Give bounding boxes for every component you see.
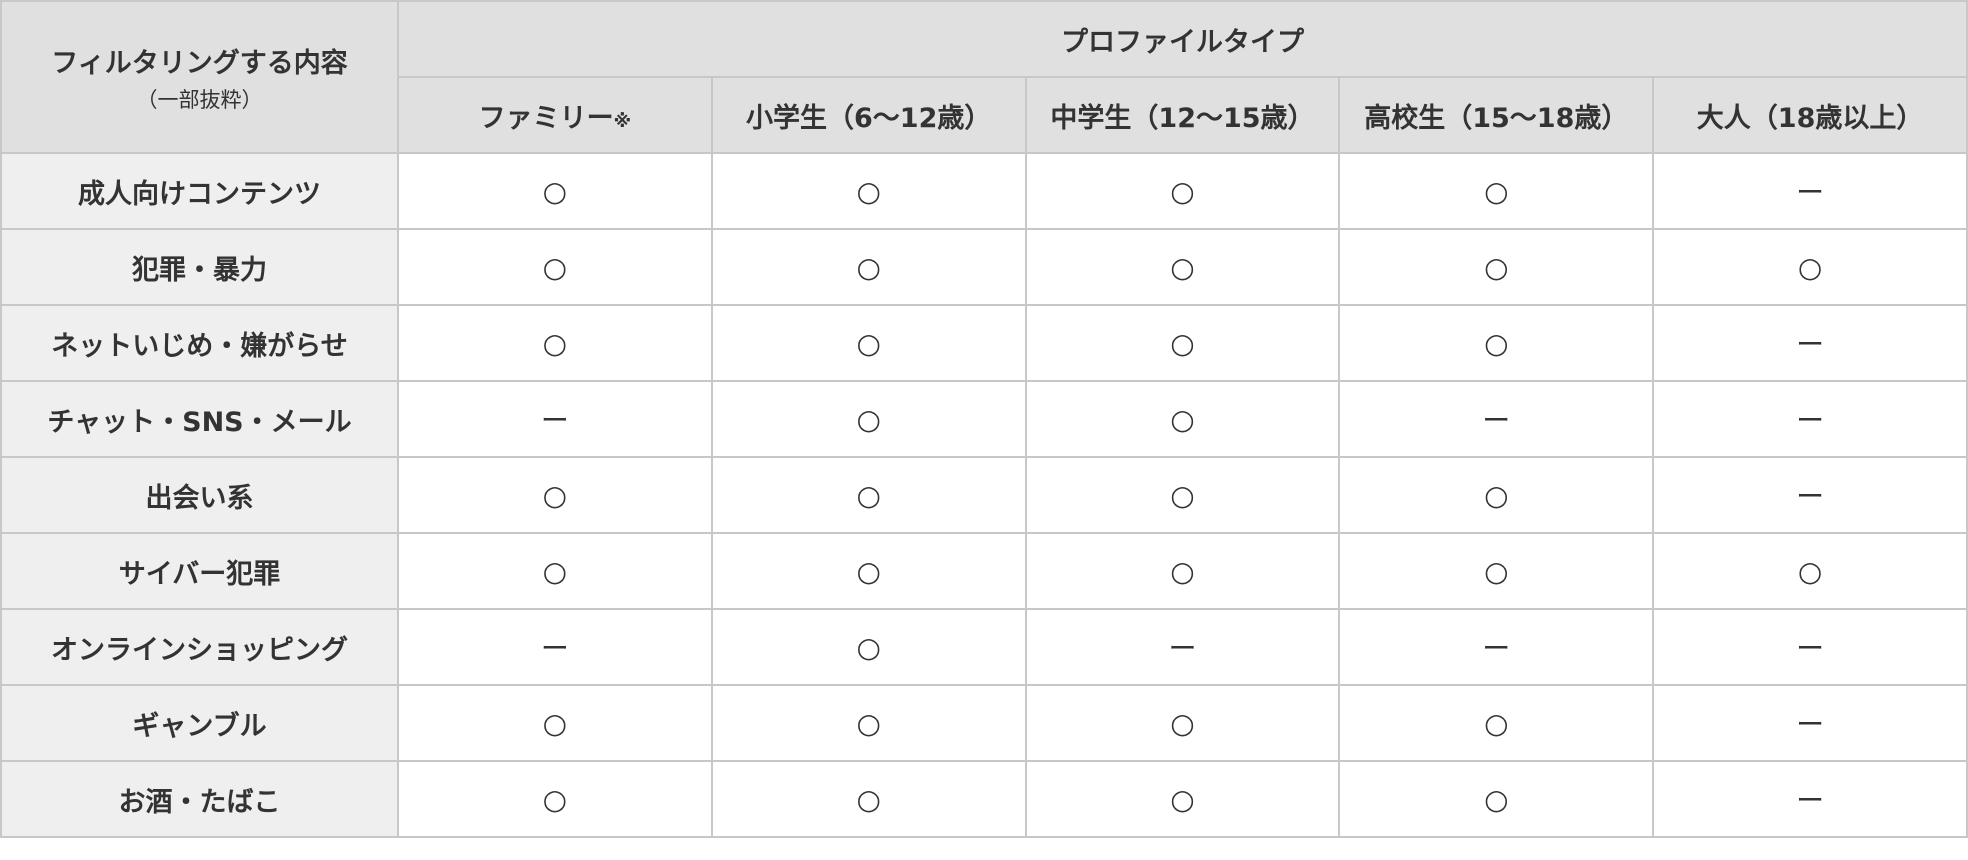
filtered-mark: ○ — [1024, 456, 1341, 534]
filtered-mark: ○ — [1338, 760, 1655, 838]
column-note-mark: ※ — [613, 110, 632, 132]
filter-content-header: フィルタリングする内容 （一部抜粋） — [0, 0, 399, 154]
not-filtered-mark: ー — [1652, 152, 1968, 230]
row-label: チャット・SNS・メール — [0, 380, 399, 458]
not-filtered-mark: ー — [397, 380, 713, 458]
filtered-mark: ○ — [710, 760, 1027, 838]
filtered-mark: ○ — [1024, 532, 1341, 610]
column-header-label: 高校生（15～18歳） — [1364, 102, 1629, 134]
filtered-mark: ○ — [1024, 684, 1341, 762]
column-header-label: ファミリー — [478, 102, 614, 134]
table-row: サイバー犯罪 ○ ○ ○ ○ ○ — [0, 532, 1968, 610]
filtered-mark: ○ — [397, 228, 713, 306]
table-row: 出会い系 ○ ○ ○ ○ ー — [0, 456, 1968, 534]
column-header: 中学生（12～15歳） — [1024, 76, 1341, 154]
not-filtered-mark: ー — [1652, 456, 1968, 534]
row-label: お酒・たばこ — [0, 760, 399, 838]
filtered-mark: ○ — [1024, 380, 1341, 458]
filtered-mark: ○ — [710, 380, 1027, 458]
not-filtered-mark: ー — [1652, 304, 1968, 382]
profile-type-header: プロファイルタイプ — [397, 0, 1968, 78]
filtered-mark: ○ — [710, 684, 1027, 762]
row-label: ギャンブル — [0, 684, 399, 762]
column-header-label: 小学生（6～12歳） — [746, 102, 992, 134]
not-filtered-mark: ー — [397, 608, 713, 686]
filtered-mark: ○ — [397, 304, 713, 382]
filtered-mark: ○ — [1024, 304, 1341, 382]
filtered-mark: ○ — [1338, 304, 1655, 382]
filtered-mark: ○ — [1024, 152, 1341, 230]
filtered-mark: ○ — [1338, 684, 1655, 762]
row-label: 出会い系 — [0, 456, 399, 534]
column-header: 大人（18歳以上） — [1652, 76, 1968, 154]
row-label: 成人向けコンテンツ — [0, 152, 399, 230]
not-filtered-mark: ー — [1652, 684, 1968, 762]
table-row: ギャンブル ○ ○ ○ ○ ー — [0, 684, 1968, 762]
row-label: ネットいじめ・嫌がらせ — [0, 304, 399, 382]
filtered-mark: ○ — [710, 456, 1027, 534]
not-filtered-mark: ー — [1652, 380, 1968, 458]
row-label: 犯罪・暴力 — [0, 228, 399, 306]
filtered-mark: ○ — [1338, 152, 1655, 230]
filter-content-title: フィルタリングする内容 — [51, 47, 348, 79]
table-row: 犯罪・暴力 ○ ○ ○ ○ ○ — [0, 228, 1968, 306]
table-row: ネットいじめ・嫌がらせ ○ ○ ○ ○ ー — [0, 304, 1968, 382]
table-row: お酒・たばこ ○ ○ ○ ○ ー — [0, 760, 1968, 838]
filtered-mark: ○ — [1652, 532, 1968, 610]
column-header: 小学生（6～12歳） — [710, 76, 1027, 154]
not-filtered-mark: ー — [1338, 608, 1655, 686]
filtered-mark: ○ — [397, 456, 713, 534]
filtered-mark: ○ — [1652, 228, 1968, 306]
filtered-mark: ○ — [1338, 532, 1655, 610]
filtered-mark: ○ — [397, 532, 713, 610]
not-filtered-mark: ー — [1652, 608, 1968, 686]
filter-content-subtitle: （一部抜粋） — [136, 87, 263, 112]
filtered-mark: ○ — [710, 608, 1027, 686]
not-filtered-mark: ー — [1024, 608, 1341, 686]
filtering-table: フィルタリングする内容 （一部抜粋） プロファイルタイプ ファミリー※ 小学生（6… — [0, 0, 1968, 838]
not-filtered-mark: ー — [1652, 760, 1968, 838]
filtered-mark: ○ — [710, 304, 1027, 382]
table-row: オンラインショッピングー ○ ーーー — [0, 608, 1968, 686]
filtered-mark: ○ — [710, 228, 1027, 306]
column-header: ファミリー※ — [397, 76, 713, 154]
filtered-mark: ○ — [710, 532, 1027, 610]
table-row: チャット・SNS・メールー ○ ○ ーー — [0, 380, 1968, 458]
filtered-mark: ○ — [1024, 228, 1341, 306]
filtered-mark: ○ — [397, 760, 713, 838]
column-header-label: 中学生（12～15歳） — [1050, 102, 1315, 134]
row-label: サイバー犯罪 — [0, 532, 399, 610]
filtered-mark: ○ — [397, 684, 713, 762]
filtered-mark: ○ — [1338, 456, 1655, 534]
table-row: 成人向けコンテンツ ○ ○ ○ ○ ー — [0, 152, 1968, 230]
column-header-label: 大人（18歳以上） — [1696, 102, 1924, 134]
filtered-mark: ○ — [710, 152, 1027, 230]
filtered-mark: ○ — [397, 152, 713, 230]
row-label: オンラインショッピング — [0, 608, 399, 686]
not-filtered-mark: ー — [1338, 380, 1655, 458]
column-header: 高校生（15～18歳） — [1338, 76, 1655, 154]
filtered-mark: ○ — [1024, 760, 1341, 838]
filtered-mark: ○ — [1338, 228, 1655, 306]
